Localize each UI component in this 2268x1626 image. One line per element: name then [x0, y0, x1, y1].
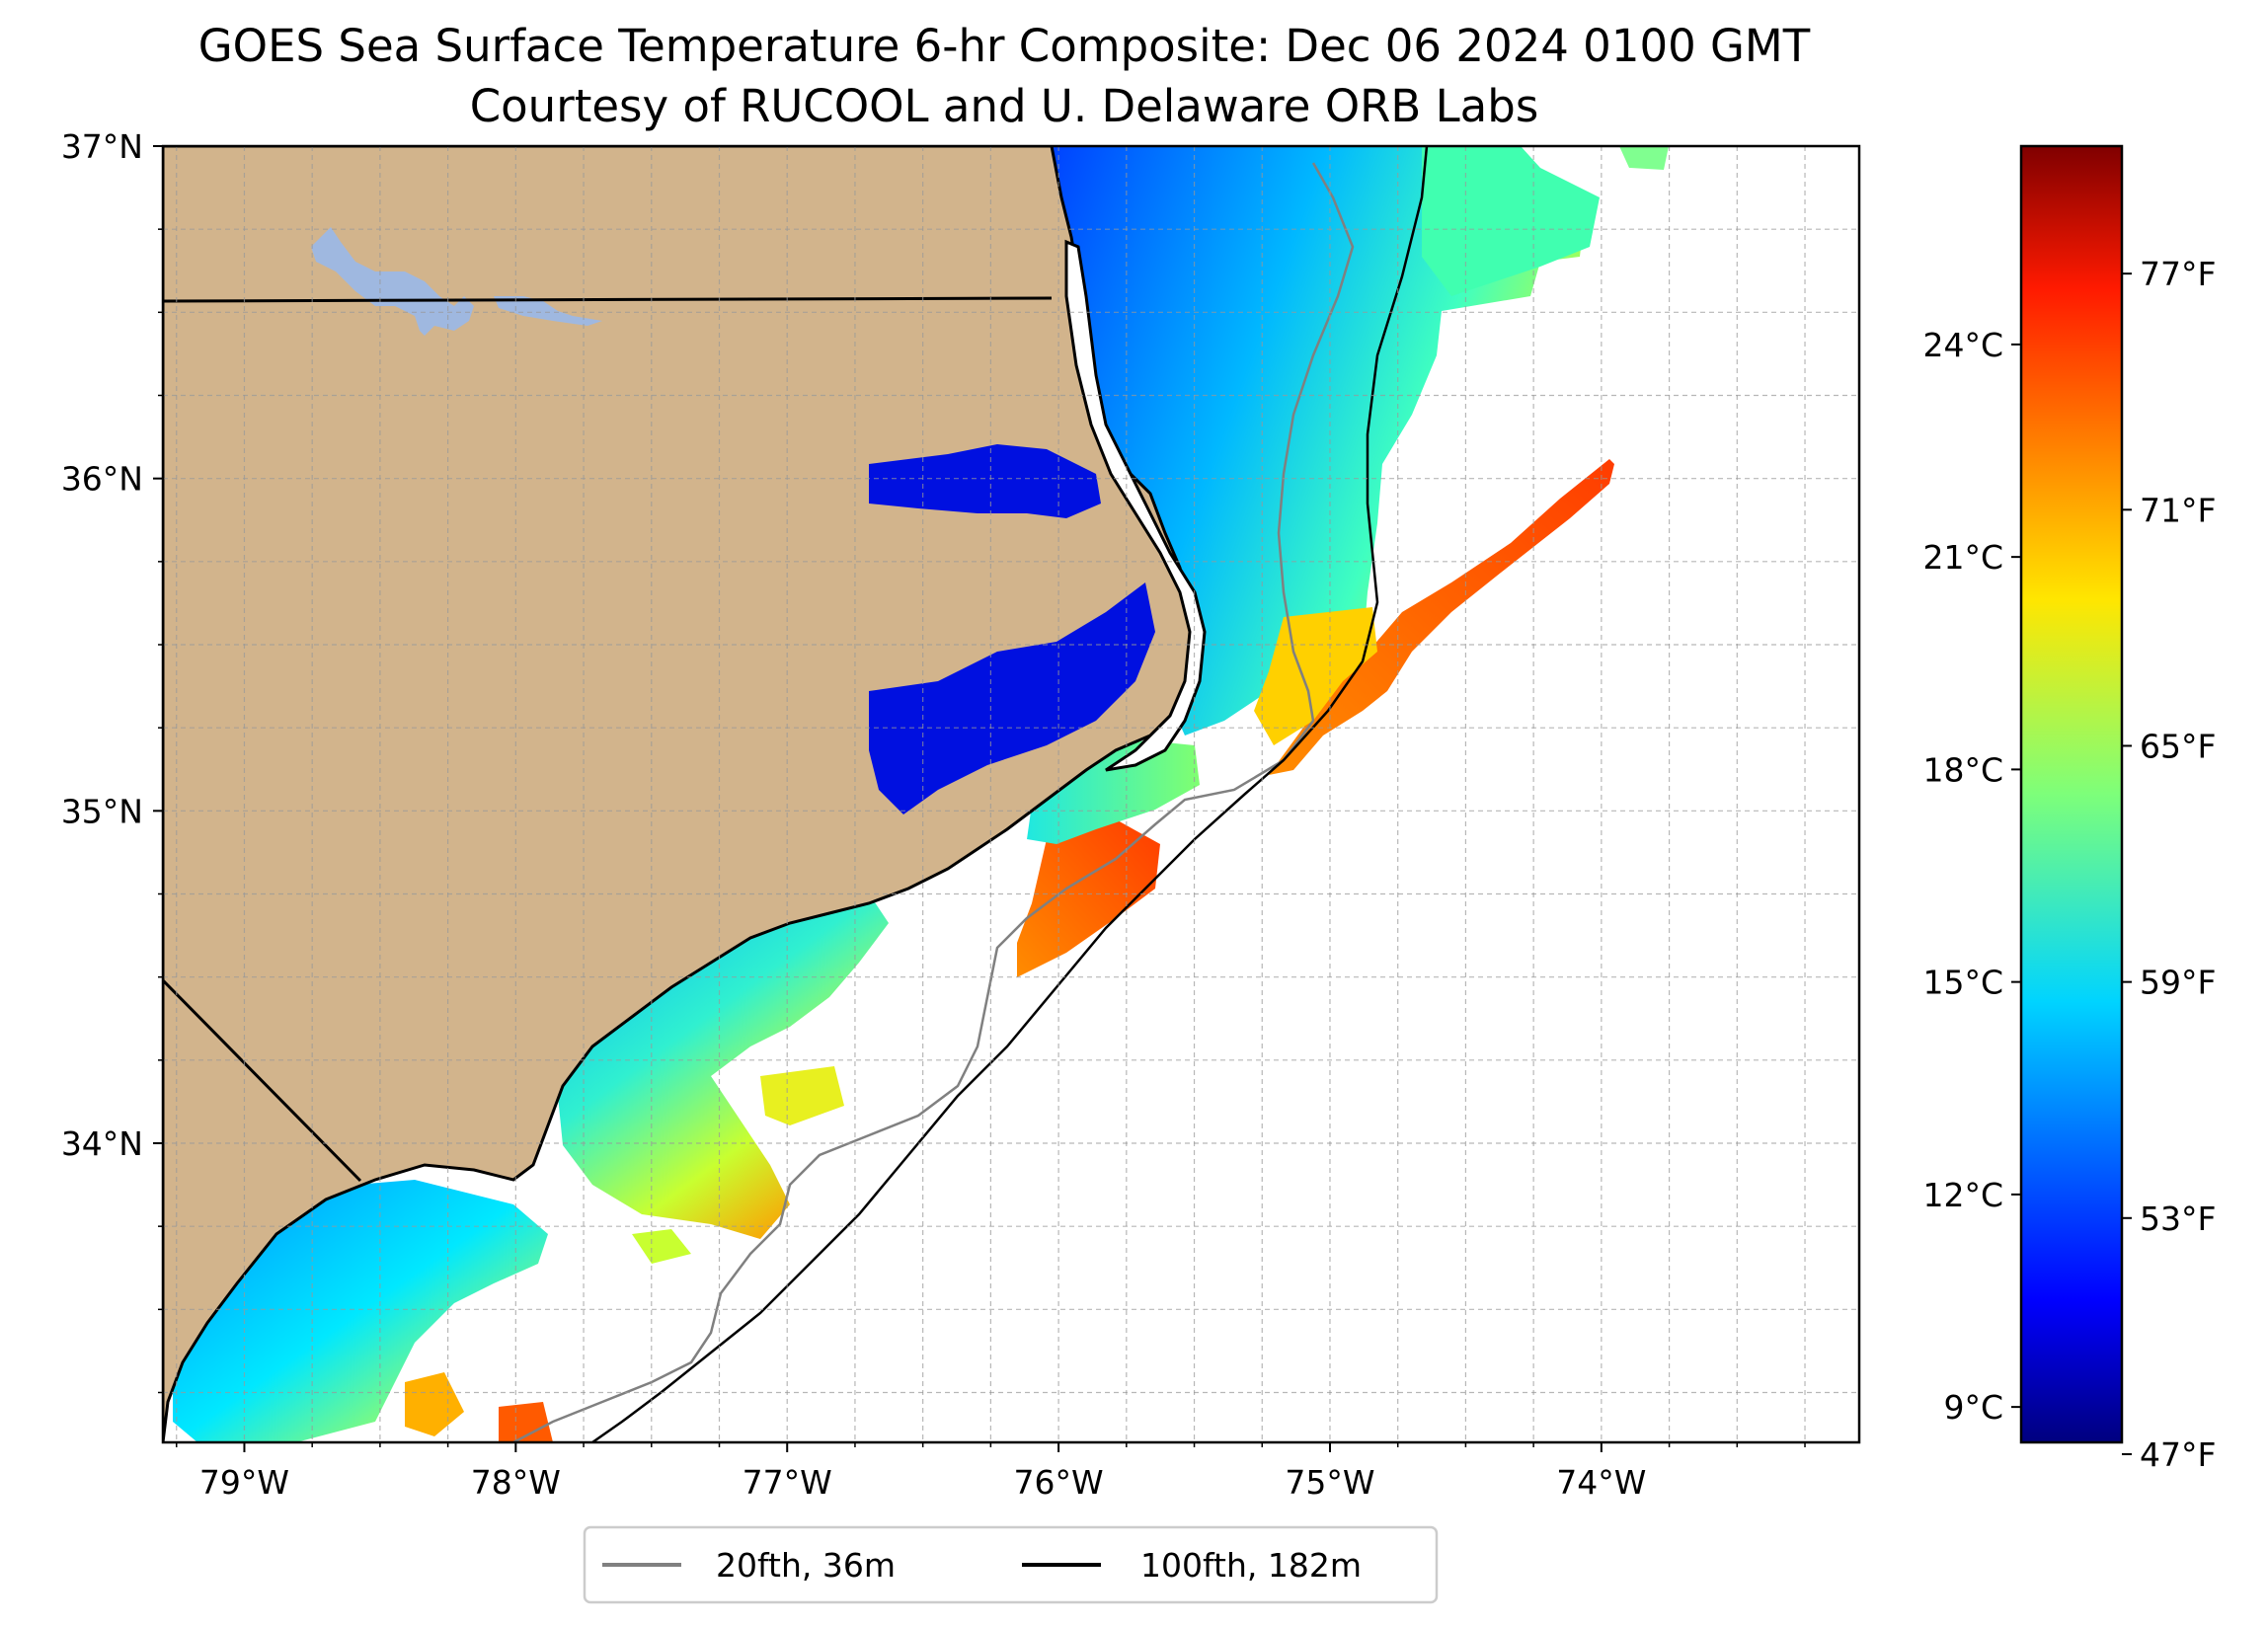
title-line-2: Courtesy of RUCOOL and U. Delaware ORB L…: [470, 80, 1539, 132]
lat-tick-label: 34°N: [61, 1124, 143, 1163]
lon-tick-label: 76°W: [1014, 1463, 1104, 1502]
colorbar-fahrenheit-label: 59°F: [2140, 964, 2216, 1002]
colorbar-celsius-label: 15°C: [1922, 964, 2003, 1002]
lat-tick-label: 36°N: [61, 460, 143, 499]
lon-tick-label: 79°W: [199, 1463, 289, 1502]
map-frame: [161, 144, 1861, 1444]
sst-patch-small-green: [632, 1229, 691, 1264]
sst-patch-cape-lookout-warm: [1017, 819, 1160, 977]
sst-patch-long-bay-south: [405, 1372, 464, 1436]
sst-patch-onslow-bay: [558, 893, 889, 1239]
sst-patch-northeast-edge: [1619, 146, 1669, 170]
water-kerr-lake-east: [494, 296, 602, 326]
colorbar-celsius-label: 18°C: [1922, 750, 2003, 789]
colorbar-fahrenheit-label: 71°F: [2140, 491, 2216, 529]
border-va-nc: [163, 296, 1053, 303]
legend-box: [583, 1525, 1439, 1604]
water-albemarle: [869, 444, 1101, 518]
sst-patch-hatteras-yellow: [1254, 607, 1377, 745]
colorbar-fahrenheit-label: 47°F: [2140, 1435, 2216, 1474]
legend-label-100fth: 100fth, 182m: [1140, 1546, 1362, 1585]
legend-label-20fth: 20fth, 36m: [716, 1546, 896, 1585]
colorbar-fahrenheit-label: 65°F: [2140, 727, 2216, 765]
gridlines: [163, 146, 1859, 1442]
colorbar-gradient: [2019, 144, 2124, 1444]
colorbar-celsius-label: 9°C: [1943, 1388, 2003, 1427]
colorbar: 9°C 12°C 15°C 18°C 21°C 24°C 47°F 53°F 59°F 65°F 7…: [1922, 144, 2216, 1474]
legend: 20fth, 36m 100fth, 182m: [583, 1525, 1439, 1604]
colorbar-celsius-label: 21°C: [1922, 538, 2003, 577]
colorbar-fahrenheit-label: 77°F: [2140, 255, 2216, 293]
map-area: [163, 146, 1859, 1442]
colorbar-celsius-label: 12°C: [1922, 1176, 2003, 1214]
lon-tick-label: 77°W: [743, 1463, 832, 1502]
sst-patch-onslow-yellow: [760, 1066, 844, 1125]
map-ticks: 79°W 78°W 77°W 76°W 75°W 74°W 37°N 36°N 35°N 34°N: [61, 127, 1806, 1502]
border-nc-sc: [163, 978, 362, 1183]
sst-patch-cape-fear: [499, 1402, 553, 1442]
lon-tick-label: 75°W: [1285, 1463, 1374, 1502]
lat-tick-label: 35°N: [61, 792, 143, 830]
colorbar-celsius-label: 24°C: [1922, 326, 2003, 364]
isobath-20fth: [512, 162, 1355, 1442]
water-lake-gaston: [311, 227, 474, 336]
isobath-100fth: [591, 146, 1429, 1442]
outer-banks: [1064, 239, 1207, 772]
colorbar-fahrenheit-label: 53°F: [2140, 1200, 2216, 1238]
sst-patch-gulf-stream: [1269, 459, 1614, 775]
lon-tick-label: 74°W: [1556, 1463, 1646, 1502]
lon-tick-label: 78°W: [471, 1463, 561, 1502]
title-line-1: GOES Sea Surface Temperature 6-hr Compos…: [198, 20, 1811, 72]
colorbar-ticks: 9°C 12°C 15°C 18°C 21°C 24°C 47°F 53°F 59°F 65°F 7…: [1922, 255, 2216, 1474]
water-pamlico: [869, 582, 1155, 814]
lat-tick-label: 37°N: [61, 127, 143, 166]
